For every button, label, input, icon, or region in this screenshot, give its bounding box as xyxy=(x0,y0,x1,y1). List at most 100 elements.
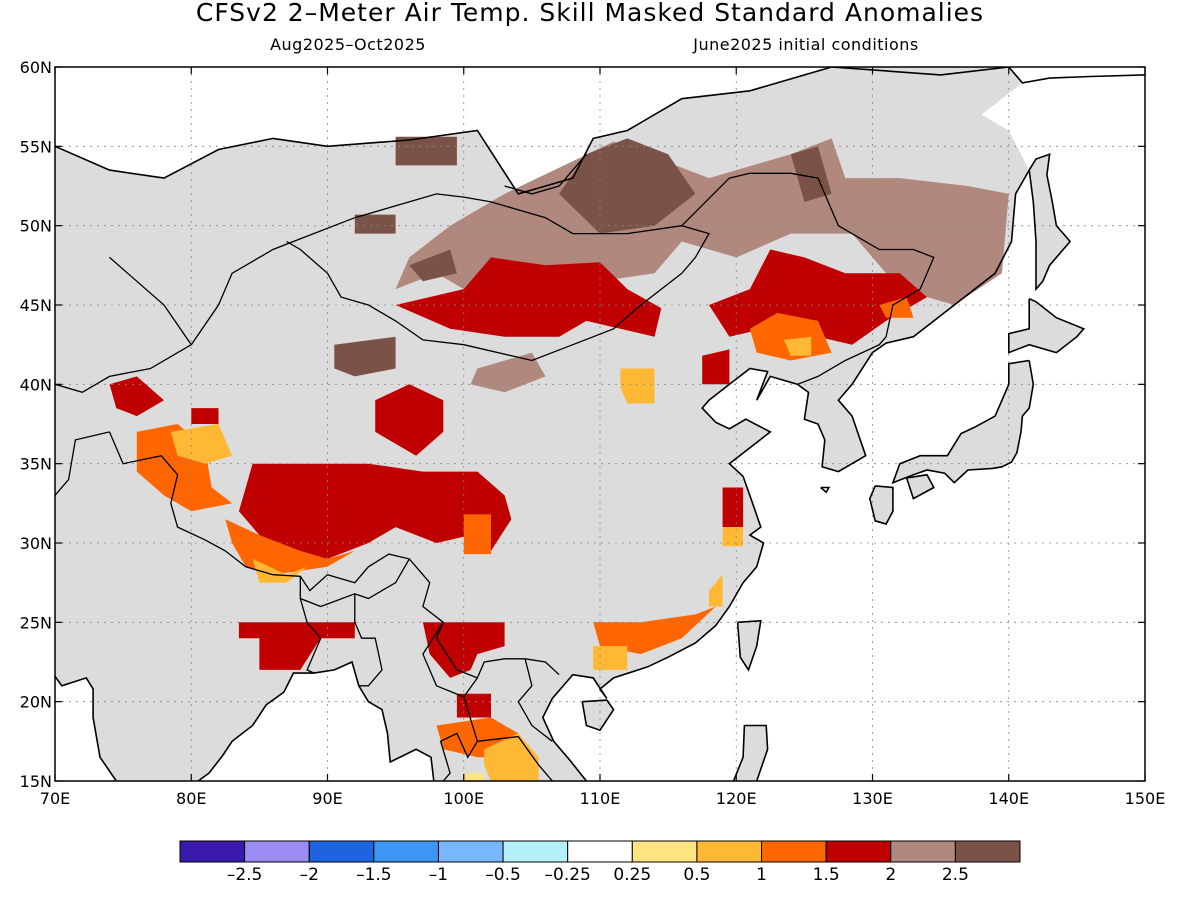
lat-tick-label: 55N xyxy=(20,137,52,156)
anomaly-region xyxy=(722,527,744,547)
colorbar-label: 0.25 xyxy=(613,865,651,885)
lon-tick-label: 70E xyxy=(40,789,70,808)
border-line xyxy=(108,431,560,679)
anomaly-region xyxy=(709,574,723,607)
border-line xyxy=(681,172,935,385)
colorbar-swatch xyxy=(373,840,439,863)
anomaly-region xyxy=(879,297,914,318)
lon-tick-label: 80E xyxy=(176,789,206,808)
colorbar-swatch xyxy=(437,840,504,863)
lon-tick-label: 90E xyxy=(312,789,342,808)
coastline xyxy=(1008,67,1145,84)
lat-tick-label: 35N xyxy=(20,455,52,474)
anomaly-region xyxy=(463,514,491,555)
border-line xyxy=(55,431,110,496)
graticule xyxy=(55,67,1145,781)
lake-outline xyxy=(504,153,587,195)
anomaly-region xyxy=(409,249,457,282)
anomaly-region xyxy=(620,368,655,404)
coastline xyxy=(541,169,1030,781)
border-line xyxy=(55,256,193,394)
anomaly-region xyxy=(375,384,444,456)
anomaly-region xyxy=(136,424,233,512)
border-line xyxy=(354,593,383,687)
coastlines xyxy=(55,67,1145,781)
lat-tick-label: 60N xyxy=(20,58,52,77)
country-borders xyxy=(55,172,935,781)
anomaly-region xyxy=(593,606,716,655)
anomaly-region xyxy=(238,622,355,670)
anomaly-region xyxy=(456,693,491,718)
anomaly-region xyxy=(354,214,396,234)
lat-tick-label: 30N xyxy=(20,534,52,553)
lat-tick-label: 25N xyxy=(20,613,52,632)
colorbar-label: 2.5 xyxy=(942,865,969,885)
coastline xyxy=(581,699,615,732)
anomaly-region xyxy=(109,376,164,417)
anomaly-region xyxy=(463,773,485,781)
anomaly-region xyxy=(702,349,730,385)
anomaly-region xyxy=(395,136,457,166)
coastline xyxy=(1028,153,1072,292)
anomaly-region xyxy=(790,146,832,202)
lon-tick-label: 120E xyxy=(716,789,757,808)
colorbar-label: 1 xyxy=(756,865,767,885)
coastline xyxy=(55,67,1009,195)
lon-tick-label: 100E xyxy=(443,789,484,808)
colorbar-swatch xyxy=(761,840,827,863)
anomaly-region xyxy=(225,519,355,575)
colorbar-label: –2 xyxy=(300,865,319,885)
anomaly-region xyxy=(722,487,744,528)
coastline xyxy=(868,485,894,525)
map-plot-area xyxy=(55,67,1145,781)
colorbar-label: –2.5 xyxy=(227,865,263,885)
coastline xyxy=(732,724,769,781)
anomaly-region xyxy=(191,408,219,424)
border-line xyxy=(190,193,710,362)
colorbar-swatch xyxy=(954,840,1021,863)
initial-conditions: June2025 initial conditions xyxy=(692,35,919,54)
coastline xyxy=(197,660,435,781)
anomaly-region xyxy=(593,646,628,670)
colorbar-swatch xyxy=(631,840,698,863)
colorbar-label: –1.5 xyxy=(356,865,392,885)
anomaly-region xyxy=(395,138,1009,305)
lat-tick-label: 45N xyxy=(20,296,52,315)
lat-tick-label: 40N xyxy=(20,375,52,394)
forecast-period: Aug2025–Oct2025 xyxy=(270,35,426,54)
colorbar-label: 0.5 xyxy=(683,865,710,885)
colorbar-swatch xyxy=(502,840,569,863)
colorbar-label: –0.25 xyxy=(545,865,591,885)
coastline xyxy=(55,675,117,781)
lon-tick-label: 140E xyxy=(988,789,1029,808)
axis-ticks: 70E 80E 90E 100E 110E 120E 130E 140E 150E 15N 20N 2… xyxy=(20,58,1166,808)
coastline xyxy=(1008,297,1086,354)
anomaly-shading-layer xyxy=(109,136,1009,781)
anomaly-region xyxy=(422,622,505,678)
anomaly-region xyxy=(395,257,662,337)
colorbar-label: –1 xyxy=(429,865,448,885)
coastline xyxy=(820,486,831,494)
colorbar-label: –0.5 xyxy=(485,865,521,885)
colorbar-swatch xyxy=(825,840,892,863)
colorbar-label: 1.5 xyxy=(813,865,840,885)
border-line xyxy=(517,658,553,742)
colorbar-swatch xyxy=(567,840,633,863)
border-line xyxy=(422,621,478,698)
lon-tick-label: 150E xyxy=(1125,789,1166,808)
lat-tick-label: 50N xyxy=(20,217,52,236)
colorbar-swatch xyxy=(308,840,375,863)
lat-tick-label: 15N xyxy=(20,772,52,791)
lon-tick-label: 130E xyxy=(852,789,893,808)
coastline xyxy=(905,473,935,500)
anomaly-region xyxy=(252,558,308,583)
colorbar-swatch xyxy=(696,840,763,863)
border-line xyxy=(299,598,322,674)
coastline xyxy=(736,619,762,672)
anomaly-region xyxy=(470,352,546,393)
anomaly-region xyxy=(238,463,512,559)
anomaly-region xyxy=(783,336,812,356)
lon-tick-label: 110E xyxy=(580,789,621,808)
colorbar-legend: –2.5 –2 –1.5 –1 –0.5 –0.25 0.25 0.5 1 1.5 2 2.5 xyxy=(179,840,1021,885)
